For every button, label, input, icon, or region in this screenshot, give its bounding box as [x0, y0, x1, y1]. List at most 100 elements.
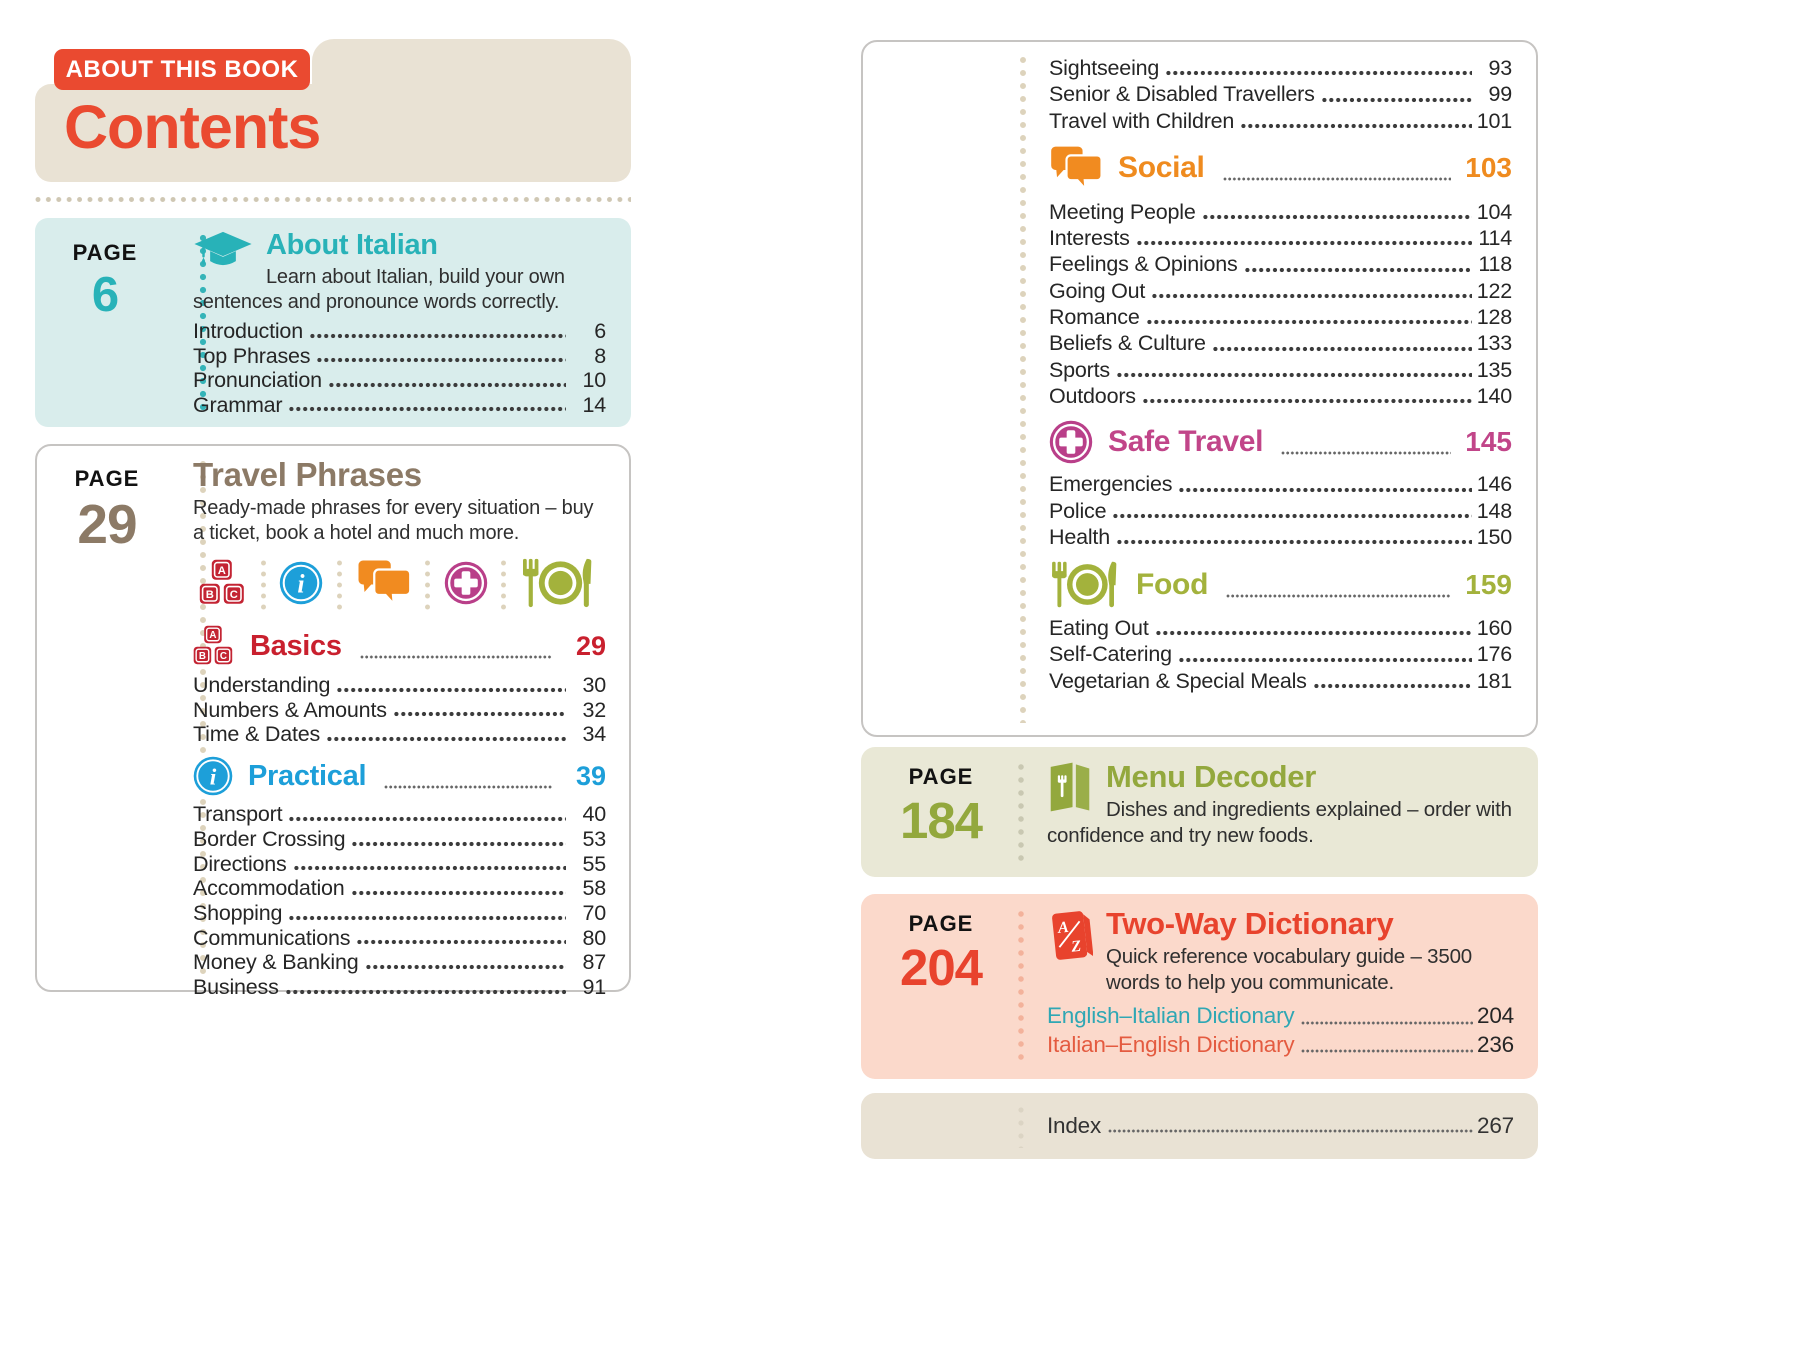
dotted-leader	[285, 987, 566, 996]
toc-page-number: 101	[1476, 108, 1512, 133]
dotted-leader	[351, 888, 566, 897]
toc-page-number: 70	[582, 900, 606, 925]
subsection-page: 39	[575, 760, 606, 791]
toc-label: Transport	[193, 802, 283, 827]
toc-list: Understanding 30 Numbers & Amounts 32 Ti…	[193, 673, 606, 747]
section-description: Dishes and ingredients explained – order…	[1047, 798, 1512, 847]
right-toc-panel: Sightseeing 93 Senior & Disabled Travell…	[861, 40, 1538, 737]
dotted-rule	[1017, 761, 1025, 863]
az-dictionary-icon: A Z	[1047, 908, 1094, 967]
page-column: PAGE 184	[861, 764, 1021, 846]
dotted-leader	[289, 814, 566, 823]
dotted-leader	[1241, 121, 1472, 130]
toc-row: Time & Dates 34	[193, 722, 606, 747]
page-label: PAGE	[908, 911, 974, 936]
toc-page-number: 93	[1488, 56, 1512, 80]
svg-text:A: A	[1056, 919, 1070, 937]
about-this-book-badge: ABOUT THIS BOOK	[54, 49, 310, 90]
toc-row: Grammar 14	[193, 393, 606, 418]
toc-row: Feelings & Opinions 118	[1049, 251, 1512, 277]
toc-label: Border Crossing	[193, 826, 346, 851]
dotted-rule	[1019, 54, 1027, 723]
toc-row: Romance 128	[1049, 304, 1512, 330]
dotted-leader	[1108, 1127, 1474, 1135]
toc-label: Index	[1047, 1113, 1102, 1138]
toc-label: English–Italian Dictionary	[1047, 1003, 1295, 1028]
toc-label: Travel with Children	[1049, 108, 1235, 133]
dotted-rule	[1017, 908, 1025, 1065]
toc-row: Vegetarian & Special Meals 181	[1049, 668, 1512, 694]
toc-row: Senior & Disabled Travellers 99	[1049, 81, 1512, 107]
toc-page-number: 150	[1476, 524, 1512, 549]
dotted-leader	[1222, 175, 1452, 184]
section-description: Quick reference vocabulary guide – 3500 …	[1106, 945, 1472, 994]
toc-row: Health 150	[1049, 524, 1512, 550]
subsection-title: Practical	[248, 759, 367, 792]
toc-label: Romance	[1049, 305, 1140, 330]
dotted-leader	[328, 380, 566, 389]
dotted-divider	[35, 196, 631, 203]
dictionary-links: English–Italian Dictionary 204 Italian–E…	[1047, 1002, 1514, 1059]
toc-row: Directions 55	[193, 852, 606, 877]
svg-text:B: B	[206, 588, 214, 600]
toc-page-number: 160	[1476, 616, 1512, 641]
dotted-leader	[1166, 69, 1472, 78]
toc-page-number: 6	[594, 319, 606, 343]
food-icon	[1049, 561, 1121, 608]
page-number: 29	[77, 493, 137, 555]
toc-label: Police	[1049, 498, 1107, 523]
dotted-leader	[352, 839, 566, 848]
toc-list: Emergencies 146 Police 148 Health 150	[1049, 471, 1512, 550]
dotted-leader	[289, 913, 566, 922]
section-heading: i Practical 39	[193, 756, 606, 796]
toc-label: Emergencies	[1049, 472, 1173, 497]
dotted-separator	[335, 558, 343, 612]
dotted-leader	[359, 653, 552, 661]
svg-text:A: A	[218, 564, 226, 576]
toc-page-number: 40	[582, 802, 606, 827]
dotted-leader	[1301, 1018, 1474, 1027]
dotted-rule	[199, 232, 207, 413]
toc-label: Top Phrases	[193, 343, 311, 368]
toc-page-number: 99	[1488, 82, 1512, 107]
dotted-leader	[1152, 292, 1472, 301]
panel-content: Index 267	[1047, 1112, 1514, 1139]
toc-list: Eating Out 160 Self-Catering 176 Vegetar…	[1049, 615, 1512, 694]
section-title: Menu Decoder	[1106, 759, 1316, 794]
toc-page-number: 135	[1476, 357, 1512, 382]
toc-row: Numbers & Amounts 32	[193, 698, 606, 723]
toc-row: Interests 114	[1049, 225, 1512, 251]
toc-label: Feelings & Opinions	[1049, 252, 1238, 277]
toc-page-number: 140	[1476, 383, 1512, 408]
toc-label: Introduction	[193, 319, 303, 343]
toc-row: Money & Banking 87	[193, 950, 606, 975]
toc-row: Emergencies 146	[1049, 471, 1512, 497]
toc-page-number: 8	[594, 343, 606, 368]
toc-row: Police 148	[1049, 498, 1512, 524]
toc-page-number: 91	[582, 975, 606, 1000]
page-column: PAGE 29	[37, 466, 177, 552]
section-title: About Italian	[266, 229, 438, 261]
toc-row: Index 267	[1047, 1112, 1514, 1139]
svg-text:i: i	[210, 765, 217, 791]
toc-label: Sightseeing	[1049, 56, 1160, 80]
toc-row: Business 91	[193, 975, 606, 1000]
index-panel: Index 267	[861, 1093, 1538, 1159]
toc-row: Pronunciation 10	[193, 368, 606, 393]
speech-bubbles-icon	[356, 559, 412, 612]
toc-label: Sports	[1049, 357, 1110, 382]
subsection-title: Safe Travel	[1108, 425, 1264, 459]
dotted-rule	[1017, 1104, 1025, 1148]
toc-label: Meeting People	[1049, 199, 1196, 224]
medical-plus-icon	[444, 561, 488, 610]
svg-text:Z: Z	[1070, 938, 1083, 956]
svg-text:i: i	[298, 569, 306, 598]
dotted-leader	[289, 405, 566, 414]
panel-content: Sightseeing 93 Senior & Disabled Travell…	[1049, 55, 1512, 694]
toc-row: Meeting People 104	[1049, 199, 1512, 225]
food-icon	[520, 558, 596, 613]
toc-list: Introduction 6 Top Phrases 8 Pronunciati…	[193, 319, 606, 417]
page-label: PAGE	[72, 240, 138, 265]
